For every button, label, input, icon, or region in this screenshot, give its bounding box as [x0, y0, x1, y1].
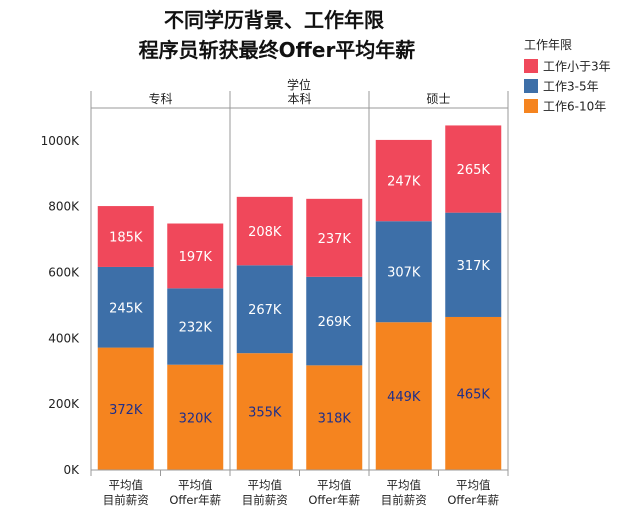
x-tick-label: Offer年薪 — [169, 493, 221, 507]
bar-segment — [236, 196, 293, 266]
bar-value-label: 208K — [248, 225, 282, 240]
x-tick-label: 平均值 — [456, 478, 491, 492]
y-tick-label: 0K — [63, 463, 80, 477]
bar-value-label: 237K — [318, 232, 352, 247]
bar-value-label: 265K — [457, 163, 491, 178]
bar-segment — [306, 365, 363, 470]
x-tick-label: 平均值 — [317, 478, 352, 492]
bar-value-label: 372K — [109, 403, 143, 418]
bar-value-label: 197K — [179, 250, 213, 265]
bar-segment — [375, 221, 432, 323]
bar-segment — [375, 322, 432, 470]
bar-value-label: 317K — [457, 259, 491, 274]
bar-value-label: 307K — [387, 266, 421, 281]
group-header-layer: 专科 本科 硕士 — [90, 91, 509, 470]
x-tick-label: 平均值 — [387, 478, 422, 492]
bar-segment — [306, 198, 363, 277]
bar-segment — [97, 347, 154, 470]
data-labels-layer: 372K 245K 185K 320K 232K 197K 355K 267K 208K 318K… — [109, 163, 490, 427]
bar-value-label: 269K — [318, 315, 352, 330]
bar-segment — [97, 266, 154, 348]
y-axis: 0K 200K 400K 600K 800K 1000K — [41, 134, 81, 477]
top-axis-title: 学位 — [287, 77, 311, 92]
y-tick-label: 600K — [48, 266, 80, 280]
legend-label: 工作3-5年 — [543, 80, 599, 94]
bar-value-label: 449K — [387, 390, 421, 405]
bar-segment — [306, 276, 363, 366]
y-tick-label: 1000K — [41, 134, 81, 148]
x-tick-label: 平均值 — [248, 478, 283, 492]
legend-swatch — [524, 99, 538, 113]
bar-value-label: 245K — [109, 301, 143, 316]
legend-swatch — [524, 79, 538, 93]
bar-segment — [445, 212, 502, 317]
x-tick-label: Offer年薪 — [447, 493, 499, 507]
y-tick-label: 400K — [48, 331, 80, 345]
x-tick-label: 平均值 — [109, 478, 144, 492]
bar-value-label: 185K — [109, 231, 143, 246]
bar-value-label: 465K — [457, 387, 491, 402]
legend-swatch — [524, 59, 538, 73]
y-tick-label: 200K — [48, 397, 80, 411]
bar-segment — [97, 206, 154, 267]
x-tick-label: Offer年薪 — [308, 493, 360, 507]
bar-segment — [167, 288, 224, 365]
x-tick-label: 目前薪资 — [242, 493, 288, 507]
group-label: 专科 — [148, 91, 172, 106]
chart-title-line-1: 不同学历背景、工作年限 — [164, 8, 384, 32]
bar-segment — [445, 125, 502, 213]
bar-value-label: 355K — [248, 406, 282, 421]
bar-value-label: 247K — [387, 175, 421, 190]
x-tick-label: 目前薪资 — [103, 493, 149, 507]
x-tick-label: 平均值 — [178, 478, 213, 492]
bar-value-label: 267K — [248, 303, 282, 318]
bar-segment — [445, 316, 502, 470]
bar-segment — [375, 139, 432, 222]
bar-value-label: 320K — [179, 411, 213, 426]
group-label: 硕士 — [426, 92, 450, 106]
bar-value-label: 318K — [318, 412, 352, 427]
bar-value-label: 232K — [179, 321, 213, 336]
bar-segment — [236, 265, 293, 354]
x-axis: 平均值目前薪资平均值Offer年薪平均值目前薪资平均值Offer年薪平均值目前薪… — [90, 469, 509, 507]
y-tick-label: 800K — [48, 200, 80, 214]
x-tick-label: 目前薪资 — [381, 493, 427, 507]
bar-segment — [167, 364, 224, 470]
chart-title-line-2: 程序员斩获最终Offer平均年薪 — [139, 38, 416, 62]
legend-title: 工作年限 — [524, 38, 572, 52]
bar-segment — [167, 223, 224, 289]
group-label: 本科 — [287, 92, 311, 106]
legend-label: 工作6-10年 — [543, 100, 606, 114]
legend-label: 工作小于3年 — [543, 60, 611, 74]
bar-segment — [236, 353, 293, 470]
bars-layer — [97, 125, 502, 470]
